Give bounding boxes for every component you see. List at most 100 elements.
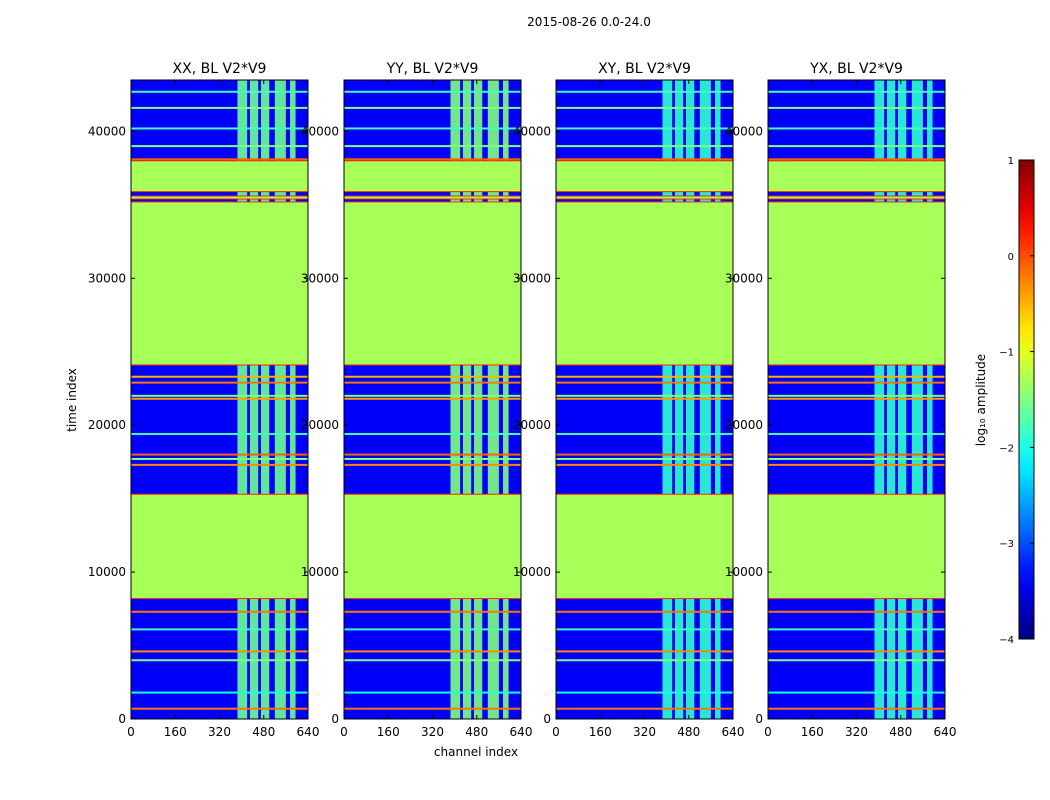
y-tick-label: 10000 xyxy=(513,565,551,579)
time-line-9 xyxy=(131,433,308,436)
time-line-14 xyxy=(344,158,521,161)
x-tick-label: 640 xyxy=(934,725,957,739)
y-tick-label: 40000 xyxy=(301,124,339,138)
flag-edge-top-2 xyxy=(131,195,308,197)
time-line-8 xyxy=(131,453,308,456)
flag-edge-bottom-3 xyxy=(768,191,945,193)
y-tick-label: 40000 xyxy=(513,124,551,138)
flag-edge-top-0 xyxy=(131,493,308,495)
flag-edge-bottom-0 xyxy=(768,598,945,600)
time-line-11 xyxy=(768,394,945,397)
flag-edge-top-0 xyxy=(344,493,521,495)
time-line-8 xyxy=(344,453,521,456)
y-tick-label: 10000 xyxy=(301,565,339,579)
x-tick-label: 320 xyxy=(845,725,868,739)
colorbar-gradient xyxy=(1018,159,1035,640)
y-tick-label: 0 xyxy=(331,712,339,726)
time-line-14 xyxy=(556,158,733,161)
flagged-range-0 xyxy=(131,494,308,599)
y-tick-label: 20000 xyxy=(725,418,763,432)
time-line-2 xyxy=(344,659,521,662)
time-line-12 xyxy=(131,381,308,384)
flag-edge-bottom-0 xyxy=(131,598,308,600)
panel-image-0 xyxy=(131,80,308,719)
time-line-5 xyxy=(344,610,521,613)
time-line-10 xyxy=(768,397,945,400)
time-line-15 xyxy=(344,145,521,148)
time-line-11 xyxy=(556,394,733,397)
panel-image-1 xyxy=(344,80,521,719)
time-line-12 xyxy=(556,381,733,384)
y-tick-label: 40000 xyxy=(88,124,126,138)
time-line-0 xyxy=(768,707,945,710)
time-line-1 xyxy=(344,691,521,694)
time-line-5 xyxy=(768,610,945,613)
flag-edge-bottom-3 xyxy=(131,191,308,193)
flag-edge-bottom-0 xyxy=(556,598,733,600)
x-tick-label: 480 xyxy=(677,725,700,739)
y-axis-label: time index xyxy=(65,368,79,432)
flag-edge-top-3 xyxy=(768,160,945,162)
time-line-7 xyxy=(131,457,308,460)
x-tick-label: 320 xyxy=(421,725,444,739)
time-line-6 xyxy=(556,463,733,466)
flag-edge-bottom-0 xyxy=(344,598,521,600)
y-tick-label: 30000 xyxy=(301,271,339,285)
time-line-18 xyxy=(768,90,945,93)
colorbar-tick-label: −3 xyxy=(999,539,1014,550)
flagged-range-2 xyxy=(344,196,521,199)
figure-suptitle: 2015-08-26 0.0-24.0 xyxy=(527,15,651,29)
flagged-range-0 xyxy=(344,494,521,599)
time-line-18 xyxy=(556,90,733,93)
time-line-11 xyxy=(131,394,308,397)
time-line-12 xyxy=(344,381,521,384)
time-line-13 xyxy=(768,375,945,378)
time-line-9 xyxy=(344,433,521,436)
time-line-9 xyxy=(556,433,733,436)
x-tick-label: 480 xyxy=(465,725,488,739)
panel-2: XY, BL V2*V9 0 160 320 480 640 0 10000 20000 3000… xyxy=(513,61,745,739)
time-line-13 xyxy=(556,375,733,378)
time-line-13 xyxy=(131,375,308,378)
time-line-17 xyxy=(131,106,308,109)
x-tick-label: 640 xyxy=(510,725,533,739)
x-tick-label: 0 xyxy=(552,725,560,739)
time-line-5 xyxy=(131,610,308,613)
flag-edge-top-0 xyxy=(768,493,945,495)
time-line-12 xyxy=(768,381,945,384)
time-line-3 xyxy=(768,650,945,653)
x-tick-label: 160 xyxy=(589,725,612,739)
flag-edge-top-3 xyxy=(556,160,733,162)
time-line-16 xyxy=(131,127,308,130)
time-line-16 xyxy=(768,127,945,130)
time-line-17 xyxy=(556,106,733,109)
time-line-4 xyxy=(344,628,521,631)
time-line-6 xyxy=(131,463,308,466)
time-line-15 xyxy=(556,145,733,148)
panel-image-3 xyxy=(768,80,945,719)
time-line-0 xyxy=(344,707,521,710)
x-tick-label: 160 xyxy=(801,725,824,739)
time-line-3 xyxy=(131,650,308,653)
time-line-13 xyxy=(344,375,521,378)
time-line-16 xyxy=(344,127,521,130)
flagged-range-0 xyxy=(556,494,733,599)
x-tick-label: 480 xyxy=(252,725,275,739)
time-line-15 xyxy=(768,145,945,148)
flagged-range-2 xyxy=(131,196,308,199)
y-tick-label: 30000 xyxy=(513,271,551,285)
panel-1: YY, BL V2*V9 0 160 320 480 640 0 10000 20000 3000… xyxy=(301,61,533,739)
panel-image-2 xyxy=(556,80,733,719)
flag-edge-top-2 xyxy=(344,195,521,197)
y-tick-label: 0 xyxy=(543,712,551,726)
panel-title-3: YX, BL V2*V9 xyxy=(809,61,903,77)
panel-0: XX, BL V2*V9 0 160 320 480 640 0 10000 20000 3000… xyxy=(88,61,320,739)
flag-edge-top-1 xyxy=(556,201,733,203)
time-line-9 xyxy=(768,433,945,436)
time-line-16 xyxy=(556,127,733,130)
flag-edge-top-1 xyxy=(768,201,945,203)
time-line-8 xyxy=(556,453,733,456)
flag-edge-bottom-1 xyxy=(131,364,308,366)
time-line-4 xyxy=(768,628,945,631)
